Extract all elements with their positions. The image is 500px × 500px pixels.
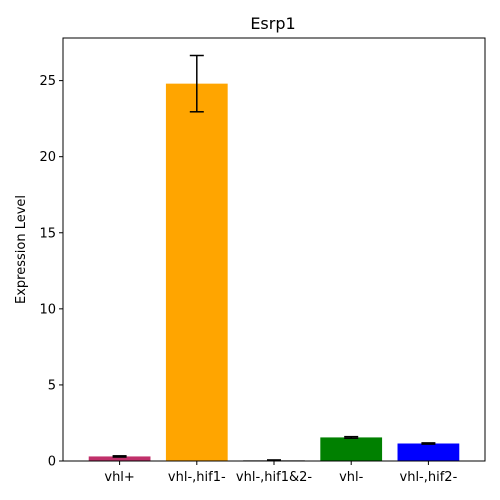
x-tick-label-1: vhl-,hif1- xyxy=(168,470,226,485)
y-axis: 0 5 10 15 20 25 xyxy=(39,74,63,470)
x-tick-label-4: vhl-,hif2- xyxy=(400,470,458,485)
y-tick-label-1: 5 xyxy=(48,378,56,393)
bar-4 xyxy=(397,443,460,461)
x-tick-label-2: vhl-,hif1&2- xyxy=(236,470,312,485)
error-bars-layer xyxy=(112,54,436,462)
chart-title: Esrp1 xyxy=(250,14,295,33)
y-tick-label-4: 20 xyxy=(39,150,56,165)
x-tick-label-3: vhl- xyxy=(339,470,364,485)
bar-3 xyxy=(320,437,383,461)
y-tick-label-5: 25 xyxy=(39,74,56,89)
bar-1 xyxy=(165,83,228,461)
y-tick-label-2: 10 xyxy=(39,302,56,317)
y-tick-label-0: 0 xyxy=(48,455,56,470)
y-tick-label-3: 15 xyxy=(39,226,56,241)
plot-frame xyxy=(62,37,486,462)
x-tick-label-0: vhl+ xyxy=(104,470,134,485)
y-axis-label: Expression Level xyxy=(14,195,29,304)
bars-layer xyxy=(88,83,460,461)
bar-0 xyxy=(88,456,151,461)
x-axis: vhl+ vhl-,hif1- vhl-,hif1&2- vhl-vhl-,hif2- xyxy=(104,461,458,485)
